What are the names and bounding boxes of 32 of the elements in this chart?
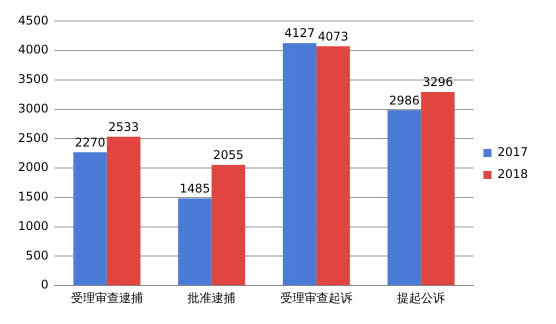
bar	[282, 43, 316, 286]
data-label: 2270	[74, 135, 106, 150]
data-label: 2533	[108, 120, 139, 134]
y-tick-label: 3500	[18, 72, 49, 86]
data-label: 4127	[284, 26, 315, 40]
x-tick-label: 提起公诉	[397, 290, 446, 305]
data-label: 1485	[180, 181, 210, 196]
x-tick-label: 批准逮捕	[188, 290, 236, 305]
bar	[106, 136, 140, 286]
y-tick-label: 0	[40, 278, 49, 292]
y-tick-label: 1500	[18, 190, 49, 204]
y-tick-label: 1000	[18, 218, 49, 233]
legend-label: 2017	[497, 145, 528, 160]
y-tick-label: 2000	[18, 160, 49, 174]
bar	[73, 152, 107, 286]
legend-label: 2018	[497, 167, 528, 182]
bar	[178, 198, 212, 286]
bar	[388, 110, 422, 286]
x-tick-label: 受理审查起诉	[280, 290, 352, 305]
data-label: 2055	[213, 148, 244, 162]
y-tick-label: 4000	[18, 42, 49, 57]
data-label: 4073	[318, 29, 348, 44]
data-label: 2986	[389, 93, 420, 108]
y-tick-label: 4500	[18, 13, 49, 28]
x-tick-label: 受理审查逮捕	[70, 290, 143, 305]
bar	[212, 164, 246, 286]
y-tick-label: 500	[26, 248, 49, 262]
bar	[421, 92, 455, 286]
bar	[316, 46, 350, 286]
y-tick-label: 2500	[18, 130, 49, 145]
data-label: 3296	[422, 75, 454, 90]
y-tick-label: 3000	[18, 101, 49, 116]
